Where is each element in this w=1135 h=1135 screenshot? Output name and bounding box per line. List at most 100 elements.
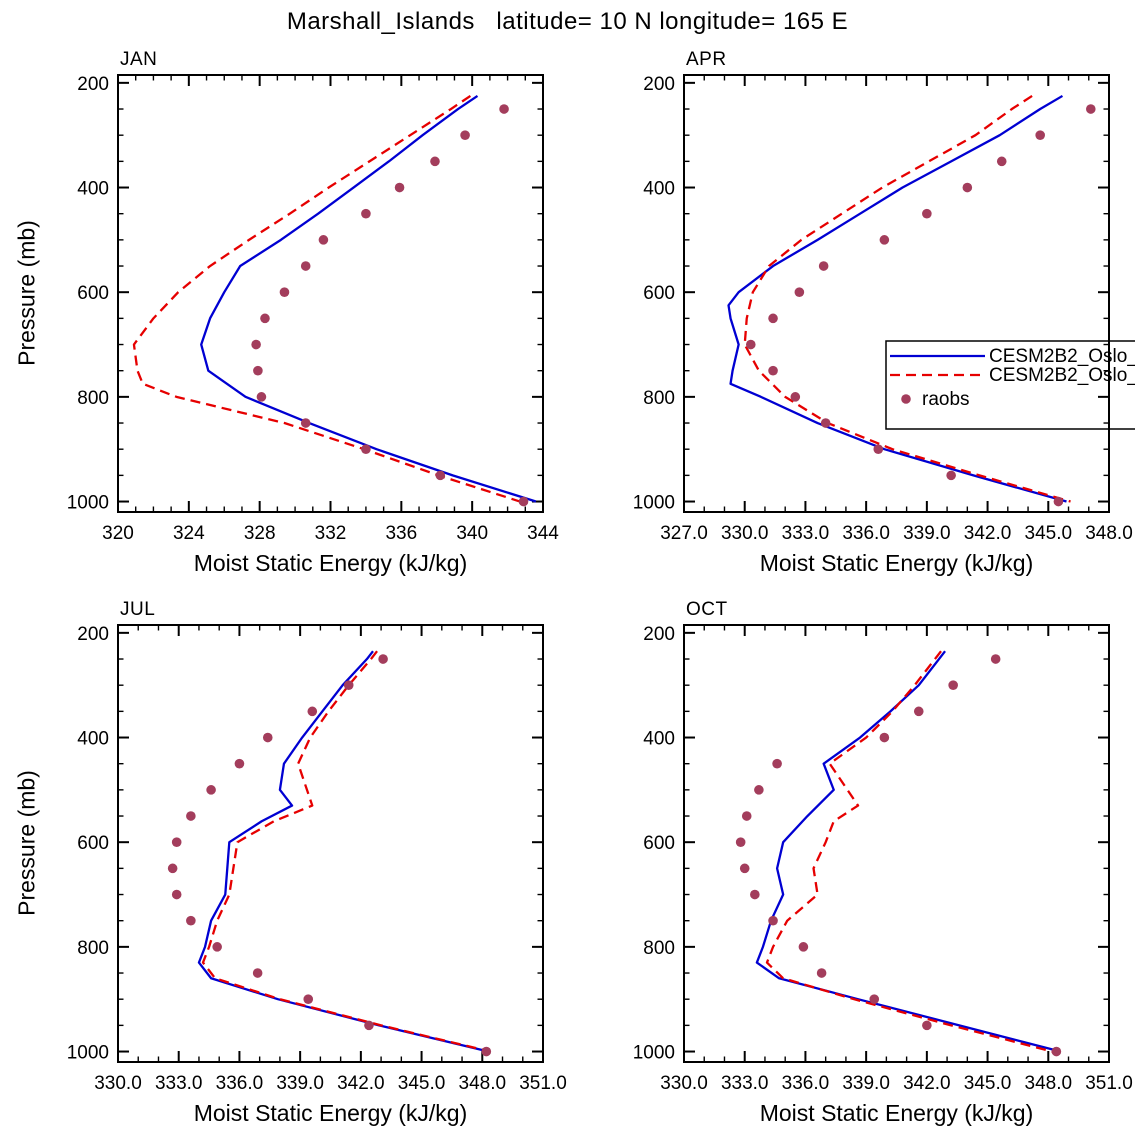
- x-tick-label: 330.0: [660, 1073, 708, 1094]
- raobs-dot: [186, 811, 196, 821]
- x-tick-label: 342.0: [903, 1073, 951, 1094]
- raobs-dot: [741, 811, 752, 821]
- panel-jan: 320 324 328 332 336 340 344 200 400 600 800 1000: [67, 74, 560, 544]
- y-tick-label: 200: [643, 624, 675, 645]
- raobs-dot: [948, 680, 958, 690]
- raobs-dot: [922, 208, 932, 219]
- raobs-dot: [318, 235, 329, 245]
- x-tick-label: 327.0: [660, 523, 708, 544]
- x-tick-label: 344: [527, 523, 559, 544]
- raobs-dot: [754, 785, 764, 795]
- raobs-dot: [361, 208, 371, 219]
- raobs-dot: [300, 418, 311, 428]
- series-line-solid: [197, 650, 489, 1053]
- raobs-dot: [234, 758, 245, 769]
- x-tick-label: 351.0: [519, 1073, 567, 1094]
- raobs-dot: [171, 837, 182, 847]
- series-raobs-dots: [167, 654, 492, 1057]
- series-line-solid: [755, 650, 1061, 1053]
- y-tick-label: 200: [643, 74, 675, 95]
- raobs-dot: [481, 1046, 492, 1057]
- x-tick-label: 348.0: [1085, 523, 1133, 544]
- y-axis-label-top: Pressure (mb): [13, 220, 40, 366]
- raobs-dot: [364, 1020, 374, 1031]
- x-tick-label: 339.0: [903, 523, 951, 544]
- y-tick-label: 1000: [67, 1043, 109, 1064]
- raobs-dot: [307, 706, 318, 717]
- x-axis-label-jul: Moist Static Energy (kJ/kg): [193, 1100, 468, 1126]
- series-line-solid: [727, 94, 1067, 503]
- raobs-dot: [790, 392, 801, 402]
- y-tick-label: 600: [77, 283, 109, 304]
- raobs-dot: [816, 968, 827, 978]
- raobs-dot: [946, 470, 956, 481]
- series-line-dashed: [132, 94, 521, 503]
- figure-title: Marshall_Islands latitude= 10 N longitud…: [286, 8, 849, 35]
- raobs-dot: [768, 915, 778, 926]
- y-tick-label: 800: [643, 938, 675, 959]
- raobs-dot: [430, 156, 440, 167]
- x-tick-label: 333.0: [721, 1073, 769, 1094]
- x-axis-label-jan: Moist Static Energy (kJ/kg): [193, 550, 468, 576]
- raobs-dot: [745, 339, 756, 350]
- plot-frame: [683, 74, 1110, 513]
- raobs-dot: [251, 339, 261, 350]
- x-tick-label: 345.0: [398, 1073, 446, 1094]
- raobs-dot: [252, 968, 263, 978]
- panel-apr: CESM2B2_Oslo_CESM2B2_Oslo_raobs 327.0 330.…: [633, 74, 1135, 544]
- y-tick-label: 800: [643, 388, 675, 409]
- raobs-dot: [990, 654, 1001, 664]
- x-tick-label: 340: [456, 523, 488, 544]
- y-tick-label: 1000: [633, 1043, 675, 1064]
- raobs-dot: [1085, 104, 1096, 114]
- raobs-dot: [798, 942, 809, 952]
- x-tick-label: 332: [315, 523, 347, 544]
- raobs-dot: [206, 785, 216, 795]
- raobs-dot: [772, 758, 782, 769]
- panel-oct: 330.0 333.0 336.0 339.0 342.0 345.0 348.0 351.0…: [633, 624, 1133, 1094]
- raobs-dot: [750, 889, 760, 900]
- y-tick-label: 800: [77, 388, 109, 409]
- raobs-dot: [435, 470, 446, 481]
- raobs-dot: [499, 104, 509, 114]
- series-raobs-dots: [251, 104, 529, 507]
- raobs-dot: [794, 287, 805, 297]
- panel-label-jul: JUL: [120, 599, 156, 620]
- x-tick-label: 320: [102, 523, 134, 544]
- y-tick-label: 600: [643, 833, 675, 854]
- series-line-solid: [200, 94, 537, 503]
- plot-frame: [117, 74, 544, 513]
- y-tick-label: 800: [77, 938, 109, 959]
- x-tick-label: 333.0: [155, 1073, 203, 1094]
- x-axis-label-oct: Moist Static Energy (kJ/kg): [759, 1100, 1034, 1126]
- legend-label: raobs: [922, 389, 970, 410]
- y-tick-label: 400: [77, 729, 109, 750]
- raobs-dot: [873, 444, 884, 454]
- axis-ticks: [117, 625, 544, 1062]
- raobs-dot: [279, 287, 290, 297]
- raobs-dot: [303, 994, 314, 1004]
- legend: CESM2B2_Oslo_CESM2B2_Oslo_raobs: [885, 340, 1135, 430]
- raobs-dot: [253, 365, 263, 376]
- x-tick-label: 330.0: [94, 1073, 142, 1094]
- x-tick-label: 328: [244, 523, 276, 544]
- y-tick-label: 600: [77, 833, 109, 854]
- x-tick-label: 342.0: [964, 523, 1012, 544]
- raobs-dot: [768, 313, 778, 324]
- y-axis-label-bottom: Pressure (mb): [13, 770, 40, 916]
- x-tick-label: 324: [173, 523, 205, 544]
- raobs-dot: [962, 182, 973, 193]
- panel-label-apr: APR: [686, 49, 727, 70]
- raobs-dot: [1053, 496, 1064, 507]
- y-tick-label: 400: [643, 179, 675, 200]
- x-tick-label: 336.0: [842, 523, 890, 544]
- x-tick-label: 339.0: [842, 1073, 890, 1094]
- raobs-dot: [768, 365, 778, 376]
- legend-dot-sample: [901, 394, 911, 404]
- x-tick-label: 345.0: [1025, 523, 1073, 544]
- raobs-dot: [186, 915, 196, 926]
- plot-frame: [683, 624, 1110, 1063]
- raobs-dot: [820, 418, 831, 428]
